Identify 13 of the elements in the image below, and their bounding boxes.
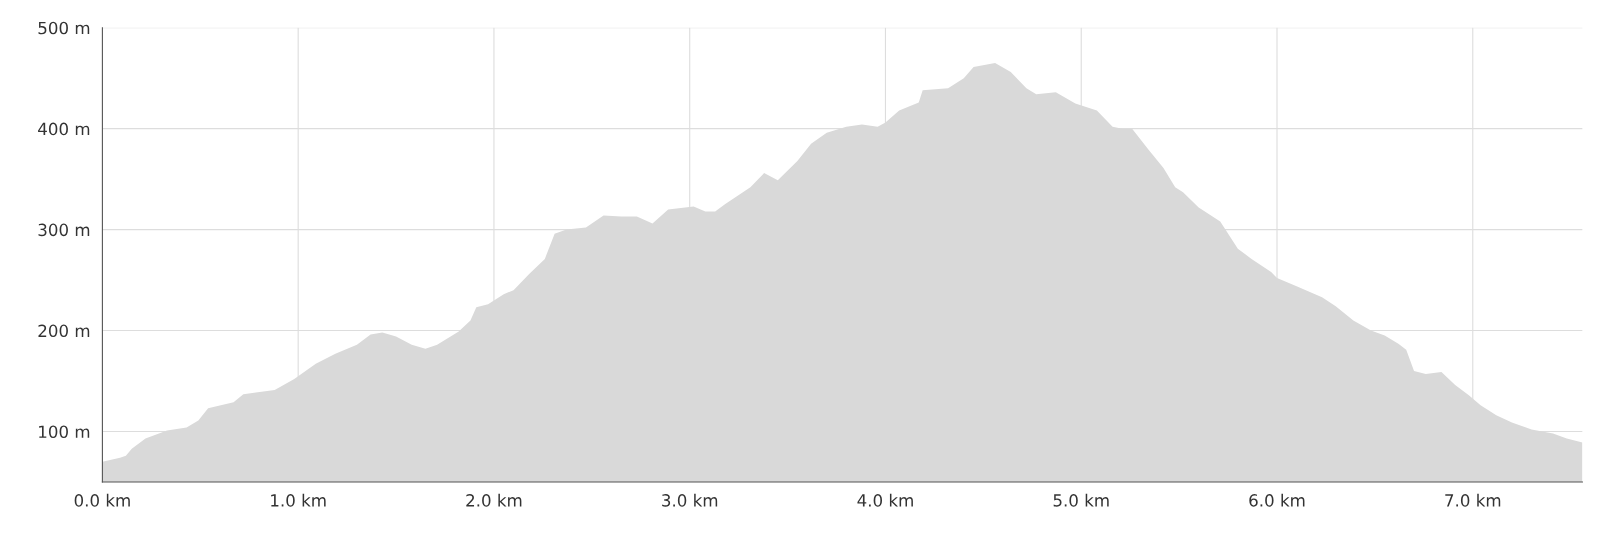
y-tick-label: 300 m <box>38 223 90 237</box>
x-tick-label: 3.0 km <box>662 493 718 507</box>
x-tick-label: 4.0 km <box>857 493 913 507</box>
y-tick-label: 400 m <box>38 122 90 136</box>
x-tick-label: 0.0 km <box>74 493 130 507</box>
y-tick-label: 100 m <box>39 425 90 439</box>
y-tick-label: 200 m <box>38 324 90 338</box>
x-tick-label: 1.0 km <box>271 493 326 507</box>
x-tick-label: 5.0 km <box>1053 493 1109 507</box>
y-tick-label: 500 m <box>38 21 90 35</box>
x-tick-label: 7.0 km <box>1445 493 1501 507</box>
x-tick-label: 2.0 km <box>466 493 522 507</box>
x-tick-label: 6.0 km <box>1249 493 1305 507</box>
